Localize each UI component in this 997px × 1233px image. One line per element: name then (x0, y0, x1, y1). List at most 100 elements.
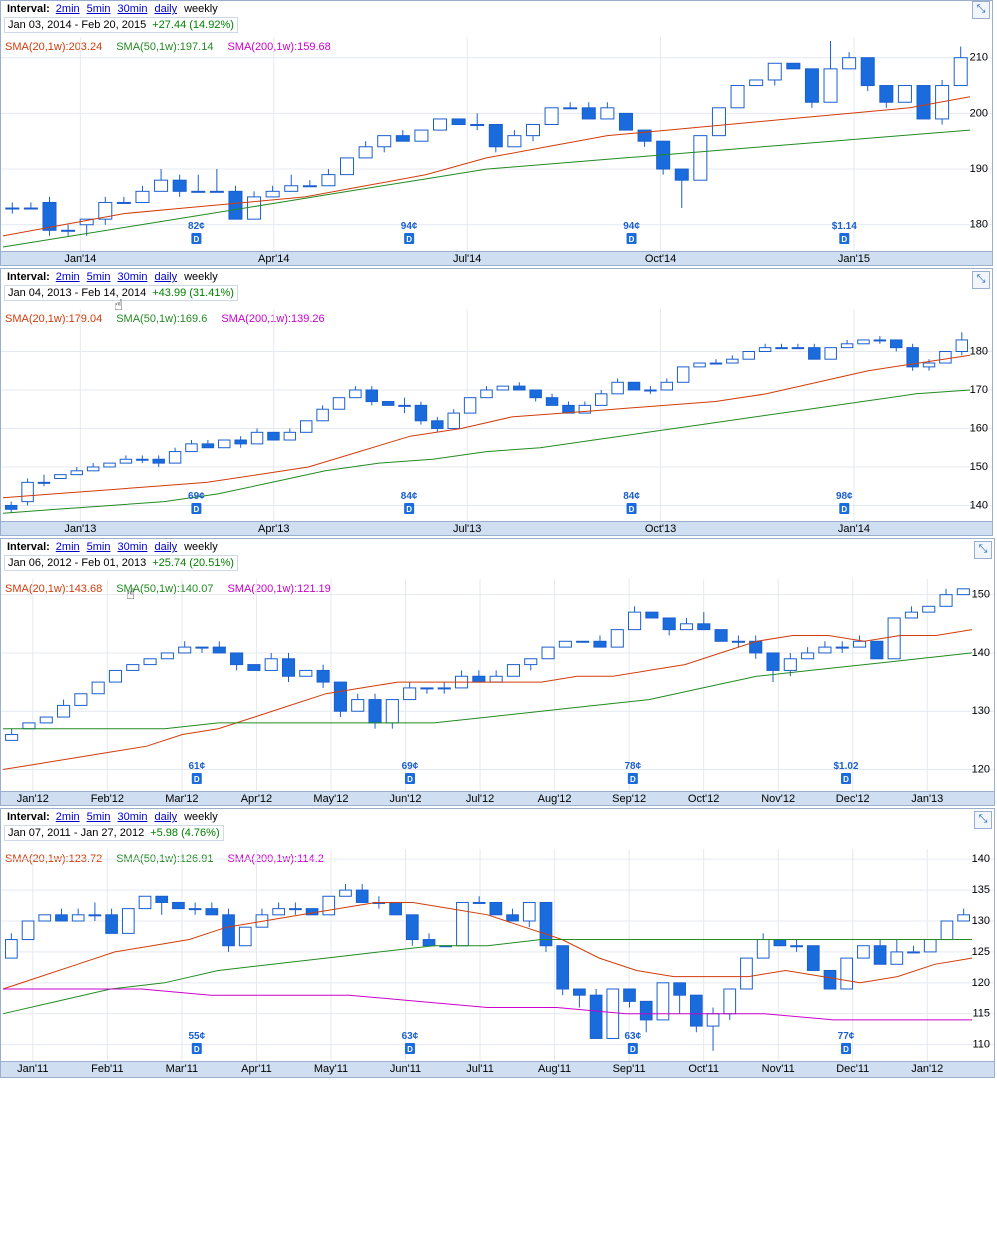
dividend-marker[interactable]: 82¢ D (188, 221, 205, 244)
candlestick (339, 883, 352, 897)
candlestick (541, 646, 555, 660)
range-start: Jan 04, 2013 (8, 287, 72, 299)
interval-link-5min[interactable]: 5min (86, 541, 111, 553)
candlestick (447, 409, 460, 429)
dividend-label: $1.14 (832, 221, 857, 232)
x-tick-label: Jul'14 (452, 253, 482, 265)
sma20-line (2, 902, 973, 990)
interval-link-daily[interactable]: daily (154, 811, 178, 823)
x-tick-label: Jan'15 (837, 253, 870, 265)
candlestick (940, 920, 954, 941)
dividend-marker[interactable]: 63¢ D (625, 1031, 642, 1054)
x-tick-label: Oct'12 (687, 793, 720, 805)
dividend-marker[interactable]: 94¢ D (623, 221, 640, 244)
candlestick (218, 439, 231, 449)
chart-panel-2013: Interval: 2min 5min 30min daily weekly Jan 04,… (0, 268, 993, 536)
dividend-marker[interactable]: 69¢ D (188, 491, 205, 514)
candlestick (136, 455, 149, 464)
date-range: Jan 03, 2014 - Feb 20, 2015 +27.44 (14.92… (4, 17, 238, 33)
dividend-marker[interactable]: 94¢ D (401, 221, 418, 244)
interval-link-2min[interactable]: 2min (55, 811, 80, 823)
expand-icon[interactable]: ⤡ (972, 271, 990, 289)
x-tick-label: Nov'11 (761, 1063, 795, 1075)
interval-link-30min[interactable]: 30min (117, 541, 148, 553)
dividend-marker[interactable]: 98¢ D (836, 491, 853, 514)
interval-link-daily[interactable]: daily (154, 3, 178, 15)
dividend-marker[interactable]: 78¢ D (625, 761, 642, 784)
y-tick-label: 180 (970, 345, 988, 357)
candlestick (355, 883, 369, 903)
interval-link-2min[interactable]: 2min (55, 271, 80, 283)
candlestick (818, 641, 832, 654)
dividend-marker[interactable]: 84¢ D (401, 491, 418, 514)
dividend-marker[interactable]: 55¢ D (188, 1031, 206, 1054)
interval-link-2min[interactable]: 2min (55, 3, 80, 15)
dividend-marker[interactable]: $1.14 D (832, 221, 857, 244)
dividend-marker[interactable]: 61¢ D (188, 761, 206, 784)
candlestick (135, 185, 150, 203)
interval-bar: Interval: 2min 5min 30min daily weekly (7, 3, 218, 15)
x-axis: Jan'14 Apr'14 Jul'14 Oct'14 Jan'15 (1, 251, 992, 265)
x-tick-label: Jan'14 (64, 253, 97, 265)
candlestick (283, 428, 297, 441)
candlestick (414, 401, 428, 425)
dividend-marker[interactable]: 69¢ D (402, 761, 419, 784)
interval-link-5min[interactable]: 5min (86, 811, 111, 823)
candlestick (398, 397, 411, 414)
sma20-line (2, 96, 971, 237)
candlestick (594, 389, 608, 406)
sma-legend-item: SMA(20,1w):143.68 (5, 583, 103, 595)
expand-icon[interactable]: ⤡ (972, 1, 990, 19)
y-tick-label: 110 (972, 1039, 990, 1051)
interval-link-daily[interactable]: daily (154, 271, 178, 283)
interval-link-30min[interactable]: 30min (117, 811, 148, 823)
candlestick (420, 687, 434, 694)
dividend-marker[interactable]: 84¢ D (623, 491, 640, 514)
dividend-marker[interactable]: 63¢ D (402, 1031, 419, 1054)
candlestick (195, 646, 209, 653)
candlestick (693, 362, 706, 368)
candlestick (70, 466, 83, 476)
x-tick-label: Dec'11 (836, 1063, 870, 1075)
candlestick (255, 908, 269, 928)
candlestick (823, 969, 837, 990)
x-tick-label: Aug'12 (537, 793, 572, 805)
x-tick-label: Dec'12 (835, 793, 870, 805)
candlestick (332, 397, 346, 410)
candlestick (160, 652, 174, 660)
range-change: +25.74 (20.51%) (152, 557, 234, 569)
candlestick (267, 431, 280, 441)
candlestick (5, 933, 18, 959)
x-tick-label: Sep'11 (612, 1063, 646, 1075)
svg-text:D: D (630, 1045, 636, 1054)
candlestick (489, 670, 503, 683)
candlestick (673, 982, 686, 1014)
interval-link-2min[interactable]: 2min (55, 541, 80, 553)
candlestick (185, 440, 198, 453)
dividend-marker[interactable]: 77¢ D (838, 1031, 855, 1054)
interval-link-5min[interactable]: 5min (86, 271, 111, 283)
expand-icon[interactable]: ⤡ (974, 541, 992, 559)
interval-link-30min[interactable]: 30min (117, 3, 148, 15)
hand-cursor-icon: ☝ (114, 297, 124, 314)
interval-link-5min[interactable]: 5min (86, 3, 111, 15)
dividend-marker[interactable]: $1.02 D (834, 761, 859, 784)
candlestick (756, 933, 770, 959)
interval-current: weekly (184, 271, 218, 283)
candlestick (953, 46, 968, 87)
price-chart: 180 170 160 150 140 69¢ D 84¢ D 84¢ D 98¢ D (1, 309, 992, 521)
x-tick-label: Jul'13 (452, 523, 482, 535)
interval-link-daily[interactable]: daily (154, 541, 178, 553)
x-tick-label: Mar'12 (165, 793, 199, 805)
x-axis: Jan'12 Feb'12 Mar'12 Apr'12 May'12 Jun'12 Jul'… (1, 791, 994, 805)
expand-icon[interactable]: ⤡ (974, 811, 992, 829)
x-tick-label: Jan'12 (911, 1063, 944, 1075)
candlestick (168, 447, 182, 464)
candlestick (152, 455, 165, 467)
candlestick (437, 682, 451, 694)
svg-text:D: D (407, 775, 413, 784)
x-tick-label: Oct'13 (644, 523, 677, 535)
date-range: Jan 06, 2012 - Feb 01, 2013 +25.74 (20.51… (4, 555, 238, 571)
interval-link-30min[interactable]: 30min (117, 271, 148, 283)
dividend-label: 78¢ (625, 761, 642, 772)
